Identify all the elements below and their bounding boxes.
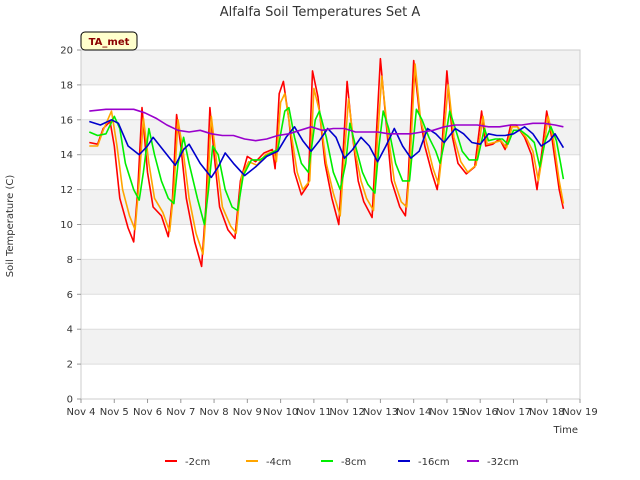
- station-badge-box: [80, 31, 138, 51]
- y-tick-label: 0: [67, 395, 73, 406]
- x-tick-label: Nov 12: [329, 407, 364, 418]
- x-tick-label: Nov 11: [296, 407, 331, 418]
- x-tick-label: Nov 15: [429, 407, 464, 418]
- x-axis-label: Time: [553, 425, 578, 436]
- y-tick-label: 8: [67, 255, 73, 266]
- legend-label: -4cm: [266, 457, 291, 468]
- y-tick-label: 16: [60, 115, 73, 126]
- x-tick-label: Nov 9: [233, 407, 262, 418]
- y-axis-label: Soil Temperature (C): [5, 175, 16, 278]
- x-tick-label: Nov 7: [166, 407, 195, 418]
- legend-label: -8cm: [341, 457, 366, 468]
- series-lines: [88, 57, 565, 268]
- grid-band: [81, 259, 580, 295]
- x-tick-label: Nov 8: [200, 407, 229, 418]
- y-tick-label: 6: [67, 290, 73, 301]
- x-tick-label: Nov 10: [263, 407, 298, 418]
- legend-label: -32cm: [487, 457, 519, 468]
- x-axis-ticks: Nov 4 Nov 5 Nov 6 Nov 7 Nov 8 Nov 9 Nov 10Nov …: [66, 399, 598, 418]
- y-tick-label: 18: [60, 80, 73, 91]
- y-tick-label: 20: [60, 46, 73, 57]
- grid-band: [81, 50, 580, 85]
- x-tick-label: Nov 16: [462, 407, 497, 418]
- station-badge: TA_met: [80, 31, 138, 51]
- x-tick-label: Nov 17: [496, 407, 531, 418]
- y-tick-label: 14: [60, 150, 73, 161]
- x-tick-label: Nov 14: [396, 407, 431, 418]
- y-tick-label: 2: [67, 360, 73, 371]
- series-line-8cm: [88, 106, 565, 226]
- series-line-16cm: [89, 119, 565, 179]
- x-tick-label: Nov 5: [100, 407, 129, 418]
- station-badge-text: TA_met: [89, 37, 130, 48]
- y-tick-label: 12: [60, 185, 73, 196]
- x-tick-label: Nov 6: [133, 407, 162, 418]
- x-tick-label: Nov 18: [529, 407, 564, 418]
- chart-title: Alfalfa Soil Temperatures Set A: [220, 5, 421, 20]
- series-line-32cm: [89, 108, 564, 142]
- x-tick-label: Nov 13: [363, 407, 398, 418]
- legend-label: -16cm: [418, 457, 450, 468]
- grid-band: [81, 189, 580, 225]
- y-axis-ticks: 0 2 4 6 8 10 12 14 16 18 20: [60, 46, 81, 406]
- y-tick-label: 10: [60, 220, 73, 231]
- grid-band: [81, 329, 580, 365]
- x-tick-label: Nov 4: [66, 407, 95, 418]
- x-tick-label: Nov 19: [562, 407, 597, 418]
- grid-band: [81, 119, 580, 155]
- legend-label: -2cm: [185, 457, 210, 468]
- legend: -2cm -4cm -8cm -16cm -32cm: [165, 457, 519, 468]
- y-tick-label: 4: [67, 325, 73, 336]
